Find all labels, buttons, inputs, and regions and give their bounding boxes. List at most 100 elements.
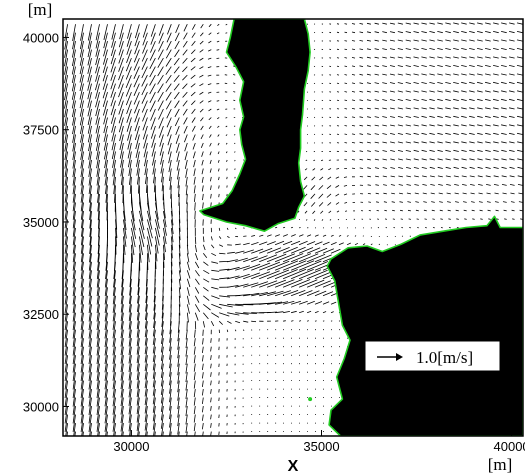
velocity-vector: [139, 210, 145, 231]
velocity-vector: [314, 280, 331, 288]
velocity-vector: [141, 100, 148, 113]
velocity-vector: [104, 329, 108, 347]
velocity-vector: [98, 210, 100, 229]
velocity-vector: [344, 48, 348, 50]
velocity-vector: [96, 312, 100, 331]
velocity-vector: [330, 242, 337, 246]
velocity-vector: [438, 184, 443, 186]
velocity-vector: [211, 261, 219, 264]
velocity-vector: [113, 270, 116, 288]
velocity-vector: [149, 91, 156, 103]
velocity-vector: [157, 57, 164, 68]
velocity-vector: [144, 312, 148, 329]
y-tick-label: 32500: [23, 307, 59, 322]
velocity-vector: [167, 125, 172, 137]
velocity-vector: [161, 312, 164, 327]
velocity-vector: [136, 389, 140, 406]
velocity-vector: [429, 98, 435, 101]
velocity-vector: [178, 287, 181, 298]
velocity-vector: [80, 363, 84, 382]
velocity-vector: [64, 100, 68, 118]
velocity-vector: [234, 151, 236, 153]
velocity-vector: [509, 166, 515, 169]
velocity-vector: [518, 201, 523, 203]
velocity-vector: [178, 185, 180, 198]
velocity-vector: [437, 31, 443, 34]
velocity-vector: [392, 218, 395, 220]
velocity-vector: [72, 41, 76, 58]
velocity-vector: [133, 49, 140, 63]
velocity-vector: [104, 295, 108, 313]
velocity-vector: [155, 253, 157, 270]
velocity-vector: [120, 380, 124, 398]
velocity-vector: [344, 65, 348, 67]
reference-vector-box: [364, 340, 501, 372]
velocity-vector: [469, 56, 475, 59]
velocity-vector: [477, 132, 483, 135]
velocity-vector: [82, 431, 84, 436]
velocity-vector: [453, 39, 459, 42]
velocity-vector: [359, 124, 364, 127]
velocity-vector: [165, 66, 172, 75]
velocity-vector: [346, 235, 349, 237]
velocity-vector: [64, 75, 68, 92]
velocity-vector: [103, 125, 108, 142]
velocity-vector: [146, 176, 148, 194]
velocity-vector: [461, 124, 467, 127]
velocity-vector: [210, 244, 215, 249]
velocity-vector: [95, 74, 100, 91]
velocity-vector: [186, 244, 189, 255]
velocity-vector: [95, 100, 100, 117]
velocity-vector: [461, 22, 467, 25]
velocity-vector: [152, 151, 156, 166]
velocity-vector: [477, 107, 483, 110]
velocity-vector: [185, 363, 188, 374]
velocity-vector: [133, 57, 140, 71]
velocity-vector: [210, 397, 212, 403]
velocity-vector: [129, 278, 132, 296]
velocity-vector: [64, 312, 68, 331]
velocity-vector: [282, 279, 303, 288]
velocity-vector: [185, 329, 188, 340]
velocity-vector: [480, 218, 483, 220]
velocity-vector: [112, 414, 116, 432]
velocity-vector: [493, 81, 499, 84]
velocity-vector: [158, 32, 164, 44]
velocity-vector: [225, 32, 228, 34]
velocity-vector: [445, 158, 451, 161]
velocity-vector: [152, 159, 156, 175]
velocity-vector: [343, 193, 348, 196]
velocity-vector: [162, 431, 164, 436]
velocity-vector: [145, 168, 148, 185]
velocity-vector: [147, 210, 153, 230]
velocity-vector: [389, 31, 395, 34]
velocity-vector: [80, 134, 84, 152]
velocity-vector: [95, 125, 100, 143]
velocity-vector: [72, 159, 76, 178]
velocity-vector: [235, 250, 245, 254]
velocity-vector: [234, 159, 236, 162]
velocity-vector: [211, 252, 217, 257]
velocity-vector: [71, 83, 76, 100]
velocity-vector: [397, 133, 403, 135]
velocity-vector: [445, 90, 451, 93]
velocity-vector: [354, 235, 357, 237]
velocity-vector: [470, 192, 475, 195]
velocity-vector: [144, 346, 148, 363]
velocity-vector: [183, 24, 188, 32]
velocity-vector: [367, 150, 371, 152]
velocity-vector: [104, 304, 108, 322]
velocity-vector: [134, 100, 140, 114]
velocity-vector: [142, 24, 148, 38]
velocity-vector: [201, 151, 204, 157]
velocity-vector: [429, 149, 435, 152]
velocity-vector: [405, 56, 411, 59]
velocity-vector: [64, 24, 68, 42]
velocity-vector: [192, 134, 196, 141]
velocity-vector: [186, 253, 190, 263]
velocity-vector: [461, 149, 467, 152]
velocity-vector: [135, 142, 140, 158]
velocity-vector: [64, 346, 68, 365]
velocity-vector: [202, 423, 204, 430]
velocity-vector: [389, 48, 395, 50]
